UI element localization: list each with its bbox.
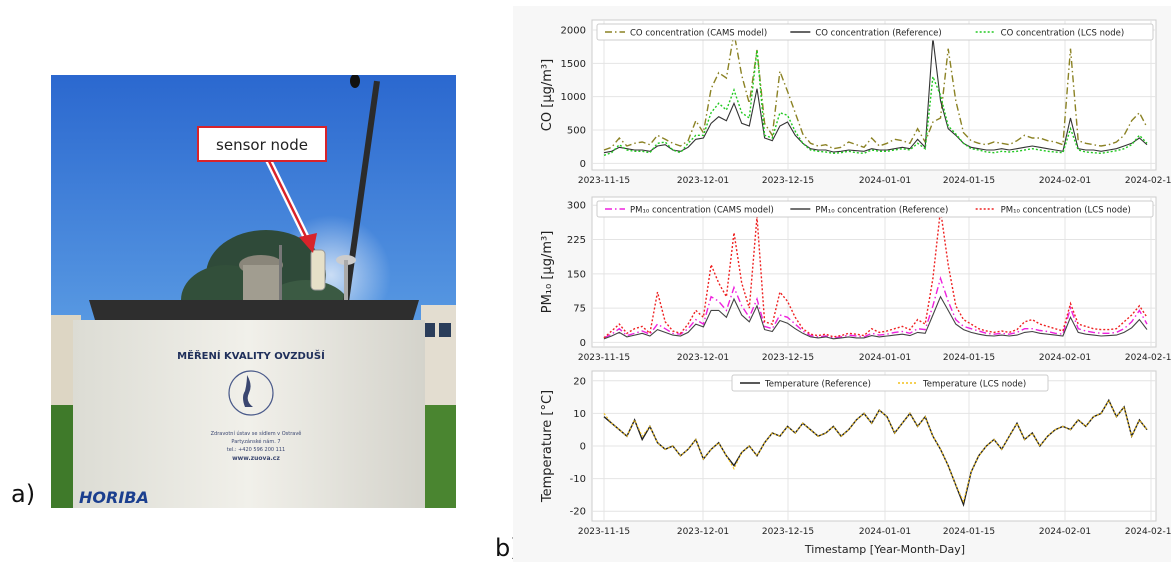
callout-text: sensor node bbox=[216, 136, 308, 154]
y-tick-label: 500 bbox=[567, 126, 586, 137]
y-tick-label: 2000 bbox=[561, 26, 586, 37]
x-tick-label: 2024-01-01 bbox=[859, 176, 911, 186]
chart-panel-3: -20 -10 0 10 20 2023-11-15 2023-12-01 2023-12-1… bbox=[540, 370, 1171, 537]
x-tick-label: 2024-01-01 bbox=[859, 353, 911, 363]
x-tick-label: 2024-02-01 bbox=[1039, 176, 1091, 186]
y-tick-label: 0 bbox=[580, 442, 586, 453]
legend-label: CO concentration (Reference) bbox=[815, 29, 941, 39]
y-tick-label: 0 bbox=[580, 159, 586, 170]
y-tick-label: 75 bbox=[573, 304, 586, 315]
brand-logo: HORIBA bbox=[79, 488, 149, 507]
mast bbox=[342, 80, 380, 305]
series-line-1 bbox=[603, 32, 1148, 151]
x-tick-label: 2024-02-15 bbox=[1125, 176, 1171, 186]
address-line-2: Partyzánské nám. 7 bbox=[231, 438, 280, 445]
y-tick-label: -10 bbox=[570, 474, 586, 485]
address-line-3: tel.: +420 596 200 111 bbox=[227, 447, 285, 453]
x-axis-label: Timestamp [Year-Month-Day] bbox=[804, 543, 965, 556]
x-tick-label: 2023-12-15 bbox=[762, 176, 814, 186]
time-series-charts: 0 500 1000 1500 2000 2023-11-15 2023-12-01 2023… bbox=[513, 0, 1171, 562]
x-tick-label: 2023-12-15 bbox=[762, 353, 814, 363]
station-photo: sensor node MĚŘENÍ KVALITY OVZDUŠÍ Zdrav… bbox=[51, 75, 456, 508]
y-tick-label: 1000 bbox=[561, 92, 586, 103]
legend-box bbox=[596, 200, 1154, 218]
callout-box bbox=[197, 126, 327, 162]
y-tick-label: 300 bbox=[567, 201, 586, 212]
series-line-3 bbox=[603, 49, 1148, 156]
chart-panel-1: 0 500 1000 1500 2000 2023-11-15 2023-12-01 2023… bbox=[540, 19, 1171, 186]
y-tick-label: 225 bbox=[567, 235, 586, 246]
y-tick-label: 1500 bbox=[561, 59, 586, 70]
series-line-2 bbox=[603, 295, 1148, 340]
x-tick-label: 2023-12-01 bbox=[677, 176, 729, 186]
x-tick-label: 2024-02-15 bbox=[1125, 527, 1171, 537]
legend: CO concentration (CAMS model) CO concentr… bbox=[596, 23, 1154, 41]
panel-label-a: a) bbox=[11, 480, 36, 508]
x-tick-label: 2024-01-15 bbox=[943, 527, 995, 537]
series-line-2 bbox=[603, 37, 1148, 154]
y-tick-label: 0 bbox=[580, 338, 586, 349]
legend: PM₁₀ concentration (CAMS model) PM₁₀ conc… bbox=[596, 200, 1154, 218]
legend: Temperature (Reference) Temperature (LCS … bbox=[731, 374, 1049, 392]
cabinet-title: MĚŘENÍ KVALITY OVZDUŠÍ bbox=[177, 349, 325, 362]
series-line-1 bbox=[603, 276, 1148, 339]
legend-label: PM₁₀ concentration (Reference) bbox=[815, 206, 948, 216]
x-tick-label: 2023-11-15 bbox=[578, 176, 630, 186]
y-axis-label: Temperature [°C] bbox=[540, 390, 555, 503]
legend-label: Temperature (Reference) bbox=[764, 380, 871, 390]
y-tick-label: 20 bbox=[573, 376, 586, 387]
legend-label: CO concentration (CAMS model) bbox=[630, 29, 767, 39]
cabinet-roof bbox=[89, 300, 419, 320]
series-line-3 bbox=[603, 209, 1148, 339]
instruments bbox=[239, 245, 356, 300]
legend-label: Temperature (LCS node) bbox=[922, 380, 1026, 390]
chart-panel-2: 0 75 150 225 300 2023-11-15 2023-12-01 2023-12-… bbox=[540, 196, 1171, 363]
y-axis-label: CO [μg/m³] bbox=[540, 59, 555, 131]
x-tick-label: 2024-02-15 bbox=[1125, 353, 1171, 363]
legend-box bbox=[731, 374, 1049, 392]
y-tick-label: 10 bbox=[573, 409, 586, 420]
x-tick-label: 2023-11-15 bbox=[578, 353, 630, 363]
x-tick-label: 2024-02-01 bbox=[1039, 353, 1091, 363]
x-tick-label: 2023-11-15 bbox=[578, 527, 630, 537]
y-tick-label: -20 bbox=[570, 507, 586, 518]
legend-box bbox=[596, 23, 1154, 41]
address-line-4: www.zuova.cz bbox=[232, 455, 280, 462]
x-tick-label: 2023-12-01 bbox=[677, 353, 729, 363]
y-tick-label: 150 bbox=[567, 269, 586, 280]
x-tick-label: 2024-01-01 bbox=[859, 527, 911, 537]
legend-label: PM₁₀ concentration (CAMS model) bbox=[630, 206, 774, 216]
y-axis-label: PM₁₀ [μg/m³] bbox=[540, 231, 555, 314]
plot-area bbox=[591, 19, 1157, 171]
legend-label: CO concentration (LCS node) bbox=[1001, 29, 1125, 39]
legend-label: PM₁₀ concentration (LCS node) bbox=[1001, 206, 1131, 216]
cabinet-front bbox=[73, 320, 425, 508]
institute-emblem bbox=[228, 370, 274, 416]
address-line-1: Zdravotní ústav se sídlem v Ostravě bbox=[211, 430, 302, 437]
x-tick-label: 2024-01-15 bbox=[943, 353, 995, 363]
x-tick-label: 2023-12-01 bbox=[677, 527, 729, 537]
x-tick-label: 2023-12-15 bbox=[762, 527, 814, 537]
plot-area bbox=[591, 196, 1157, 348]
x-tick-label: 2024-01-15 bbox=[943, 176, 995, 186]
series-line-2 bbox=[603, 399, 1148, 504]
x-tick-label: 2024-02-01 bbox=[1039, 527, 1091, 537]
